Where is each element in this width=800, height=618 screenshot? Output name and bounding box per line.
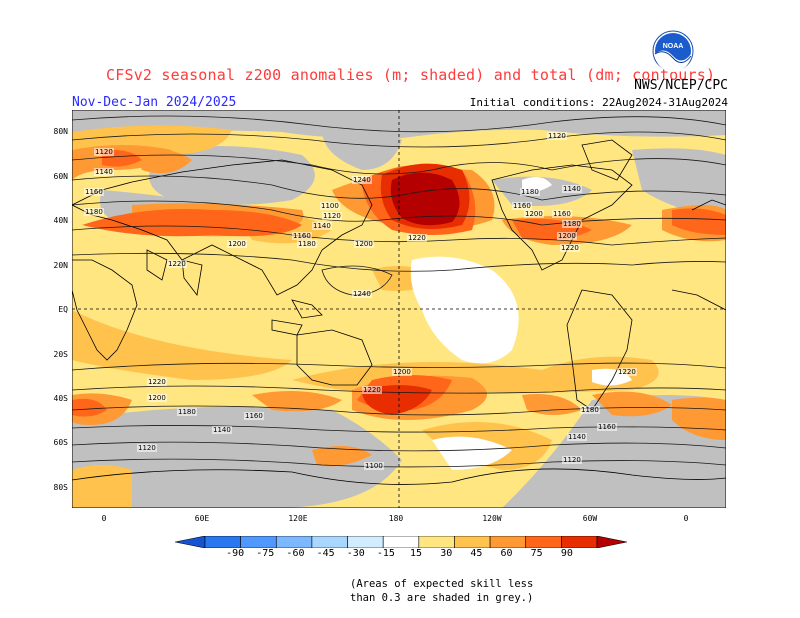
colorbar-label: 90	[560, 548, 573, 559]
colorbar-label: -30	[346, 548, 365, 559]
contour-label: 1140	[567, 433, 587, 441]
colorbar-label: -75	[256, 548, 275, 559]
contour-label: 1220	[167, 260, 187, 268]
contour-label: 1180	[297, 240, 317, 248]
contour-label: 1120	[547, 132, 567, 140]
agency-label: NWS/NCEP/CPC	[634, 78, 728, 93]
contour-label: 1220	[362, 386, 382, 394]
colorbar-label: 30	[440, 548, 453, 559]
contour-label: 1160	[552, 210, 572, 218]
contour-label: 1120	[137, 444, 157, 452]
anomaly-over-90	[390, 172, 460, 226]
contour-label: 1180	[177, 408, 197, 416]
map-grid	[72, 110, 726, 508]
footnote-line-2: than 0.3 are shaded in grey.)	[350, 592, 534, 604]
lat-label: 60N	[53, 172, 68, 181]
colorbar-label: 60	[500, 548, 513, 559]
colorbar-segment	[525, 536, 562, 548]
colorbar-segment	[418, 536, 455, 548]
lat-label: 60S	[53, 438, 68, 447]
contour-label: 1160	[512, 202, 532, 210]
colorbar-segment	[489, 536, 527, 548]
colorbar-segment	[311, 536, 348, 548]
colorbar-label: -15	[376, 548, 395, 559]
lat-label: 40S	[53, 394, 68, 403]
footnote-line-1: (Areas of expected skill less	[350, 578, 534, 590]
contour-label: 1140	[312, 222, 332, 230]
lon-label: 120E	[288, 514, 308, 523]
lat-label: 80S	[53, 483, 68, 492]
forecast-period: Nov-Dec-Jan 2024/2025	[72, 95, 237, 110]
lon-label: 0	[683, 514, 689, 523]
colorbar-segment	[596, 536, 627, 548]
contour-label: 1120	[94, 148, 114, 156]
lat-label: 20N	[53, 261, 68, 270]
colorbar-segment	[204, 536, 241, 548]
contour-label: 1200	[524, 210, 544, 218]
lat-label: 20S	[53, 350, 68, 359]
lon-label: 60E	[194, 514, 210, 523]
contour-label: 1200	[147, 394, 167, 402]
contour-label: 1220	[407, 234, 427, 242]
contour-label: 1180	[84, 208, 104, 216]
contour-label: 1200	[557, 232, 577, 240]
contour-label: 1160	[84, 188, 104, 196]
height-contours	[72, 115, 726, 468]
lon-label: 60W	[582, 514, 598, 523]
colorbar-segment	[275, 536, 313, 548]
contour-label: 1220	[147, 378, 167, 386]
contour-label: 1200	[227, 240, 247, 248]
low-skill-shading	[72, 110, 726, 508]
contour-label: 1160	[597, 423, 617, 431]
contour-label: 1180	[562, 220, 582, 228]
contour-label: 1120	[562, 456, 582, 464]
colorbar-segment	[240, 536, 277, 548]
contour-label: 1240	[352, 290, 372, 298]
contour-label: 1120	[322, 212, 342, 220]
contour-label: 1100	[364, 462, 384, 470]
contour-label: 1140	[562, 185, 582, 193]
forecast-map: 1120 1140 1160 1180 1200 1220 1240 1100 1120 1140…	[72, 110, 726, 508]
contour-label: 1220	[617, 368, 637, 376]
contour-label: 1200	[354, 240, 374, 248]
contour-label: 1160	[244, 412, 264, 420]
colorbar-label: -45	[316, 548, 335, 559]
map-title: CFSv2 seasonal z200 anomalies (m; shaded…	[106, 66, 716, 84]
colorbar-label: -90	[226, 548, 245, 559]
skill-footnote: (Areas of expected skill less than 0.3 a…	[350, 577, 533, 605]
colorbar-label: 15	[410, 548, 423, 559]
svg-text:NOAA: NOAA	[663, 43, 684, 50]
lat-label: 80N	[53, 127, 68, 136]
colorbar-segment	[347, 536, 384, 548]
noaa-logo: NOAA	[652, 30, 694, 72]
initial-conditions: Initial conditions: 22Aug2024-31Aug2024	[469, 96, 728, 109]
lat-label: EQ	[58, 305, 68, 314]
contour-label: 1140	[94, 168, 114, 176]
lon-label: 0	[101, 514, 107, 523]
contour-label: 1180	[520, 188, 540, 196]
contour-label: 1180	[580, 406, 600, 414]
colorbar	[175, 536, 627, 548]
colorbar-segment	[561, 536, 598, 548]
contour-label: 1100	[320, 202, 340, 210]
colorbar-segment	[175, 536, 206, 548]
contour-label: 1240	[352, 176, 372, 184]
contour-label: 1220	[560, 244, 580, 252]
lat-label: 40N	[53, 216, 68, 225]
colorbar-label: 45	[470, 548, 483, 559]
lon-label: 180	[388, 514, 404, 523]
contour-label: 1140	[212, 426, 232, 434]
colorbar-label: -60	[286, 548, 305, 559]
colorbar-label: 75	[530, 548, 543, 559]
colorbar-segment	[454, 536, 491, 548]
contour-label: 1160	[292, 232, 312, 240]
contour-label: 1200	[392, 368, 412, 376]
coastlines	[72, 139, 726, 485]
near-zero-areas	[410, 176, 632, 470]
colorbar-segment	[382, 536, 420, 548]
lon-label: 120W	[482, 514, 502, 523]
